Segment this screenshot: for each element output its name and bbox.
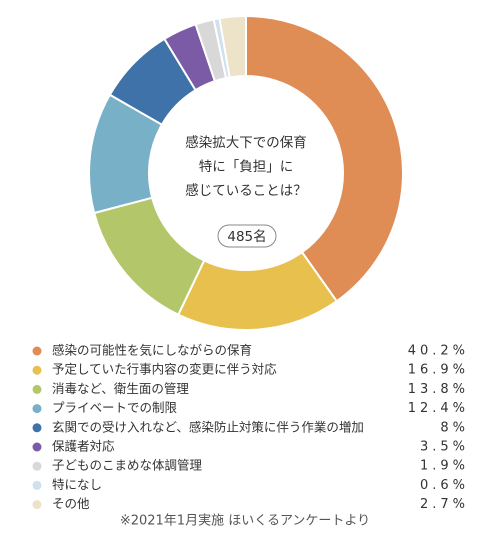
legend-swatch xyxy=(32,384,42,394)
center-text: 感じていることは？ xyxy=(185,182,307,199)
value-label: 3.5% xyxy=(420,440,469,455)
legend-label: 感染の可能性を気にしながらの保育 xyxy=(52,343,252,358)
legend-label: 子どものこまめな体調管理 xyxy=(52,458,203,473)
legend-label: その他 xyxy=(52,496,90,511)
value-label: 2.7% xyxy=(420,497,469,512)
value-label: 1.9% xyxy=(420,459,469,474)
value-label: 8% xyxy=(440,420,469,435)
legend-swatch xyxy=(32,442,42,452)
value-label: 13.8% xyxy=(408,382,469,397)
legend-swatch xyxy=(32,365,42,375)
footnote: ※2021年1月実施 ほいくるアンケートより xyxy=(120,513,370,529)
legend-swatch xyxy=(32,480,42,490)
legend-label: 特になし xyxy=(52,477,102,492)
legend-swatch xyxy=(32,346,42,356)
donut-slice xyxy=(92,196,206,316)
legend-swatch xyxy=(32,423,42,433)
donut xyxy=(88,14,404,331)
total-pill xyxy=(217,224,277,248)
legend-swatch xyxy=(32,500,42,510)
legend-swatch xyxy=(32,404,42,414)
center-text: 特に「負担」に xyxy=(199,159,294,175)
value-label: 40.2% xyxy=(408,344,469,359)
legend-label: 予定していた行事内容の変更に伴う対応 xyxy=(52,362,277,377)
value-label: 16.9% xyxy=(408,363,469,378)
center-text: 感染拡大下での保育 xyxy=(185,134,307,151)
value-label: 0.6% xyxy=(420,478,469,493)
legend-label: 保護者対応 xyxy=(52,439,115,454)
donut-slice xyxy=(245,14,404,303)
legend-label: プライベートでの制限 xyxy=(52,400,178,415)
value-label: 12.4% xyxy=(408,401,469,416)
donut-slice xyxy=(218,14,247,79)
legend: 感染の可能性を気にしながらの保育 40.2% 予定していた行事内容の変更に伴う対応 1… xyxy=(32,343,469,512)
total-label: 485名 xyxy=(227,229,266,245)
legend-swatch xyxy=(32,461,42,471)
legend-label: 玄関での受け入れなど、感染防止対策に伴う作業の増加 xyxy=(52,419,364,434)
legend-label: 消毒など、衛生面の管理 xyxy=(52,381,189,396)
